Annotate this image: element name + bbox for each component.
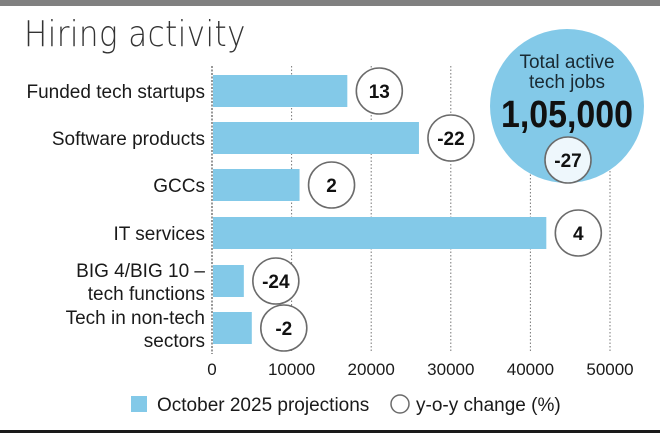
yoy-value: -22 (437, 129, 464, 150)
x-tick-label: 30000 (427, 360, 474, 379)
bar (213, 169, 300, 201)
legend-swatch-circle (390, 394, 410, 414)
yoy-circle (355, 67, 404, 115)
category-label: Software products (52, 129, 205, 150)
bar (213, 265, 244, 297)
category-label: GCCs (153, 176, 205, 197)
category-label: IT services (113, 224, 205, 245)
total-yoy-circle (544, 136, 592, 184)
yoy-value: 4 (573, 224, 584, 245)
yoy-circle (427, 114, 475, 162)
legend-label: October 2025 projections (157, 395, 369, 416)
top-rule (0, 0, 660, 6)
chart-title: Hiring activity (24, 14, 246, 55)
yoy-circle (259, 304, 308, 352)
total-jobs-value: 1,05,000 (501, 94, 633, 136)
yoy-value: -24 (262, 272, 290, 293)
x-tick-label: 0 (207, 360, 216, 379)
bar (213, 75, 348, 107)
category-label: Tech in non-tech (66, 308, 205, 329)
total-jobs-label: tech jobs (529, 72, 605, 93)
category-label: tech functions (88, 284, 205, 305)
yoy-value: 13 (369, 82, 390, 103)
x-tick-label: 40000 (507, 360, 554, 379)
total-jobs-label: Total active (519, 52, 614, 73)
yoy-circle (307, 161, 356, 209)
legend-label: y-o-y change (%) (416, 395, 561, 416)
x-tick-label: 20000 (348, 360, 395, 379)
x-tick-label: 50000 (586, 360, 633, 379)
x-tick-label: 10000 (268, 360, 315, 379)
bar (213, 122, 419, 154)
yoy-circle (252, 257, 300, 305)
legend-swatch-bar (131, 396, 147, 412)
bar (213, 217, 547, 249)
total-yoy-value: -27 (554, 151, 581, 172)
yoy-value: 2 (326, 176, 337, 197)
bottom-rule (0, 430, 660, 433)
category-label: Funded tech startups (27, 82, 206, 103)
yoy-circle (554, 209, 603, 257)
category-label: BIG 4/BIG 10 – (76, 261, 205, 282)
total-jobs-circle (490, 29, 644, 183)
yoy-value: -2 (275, 319, 292, 340)
bar (213, 312, 252, 344)
category-label: sectors (144, 331, 205, 352)
